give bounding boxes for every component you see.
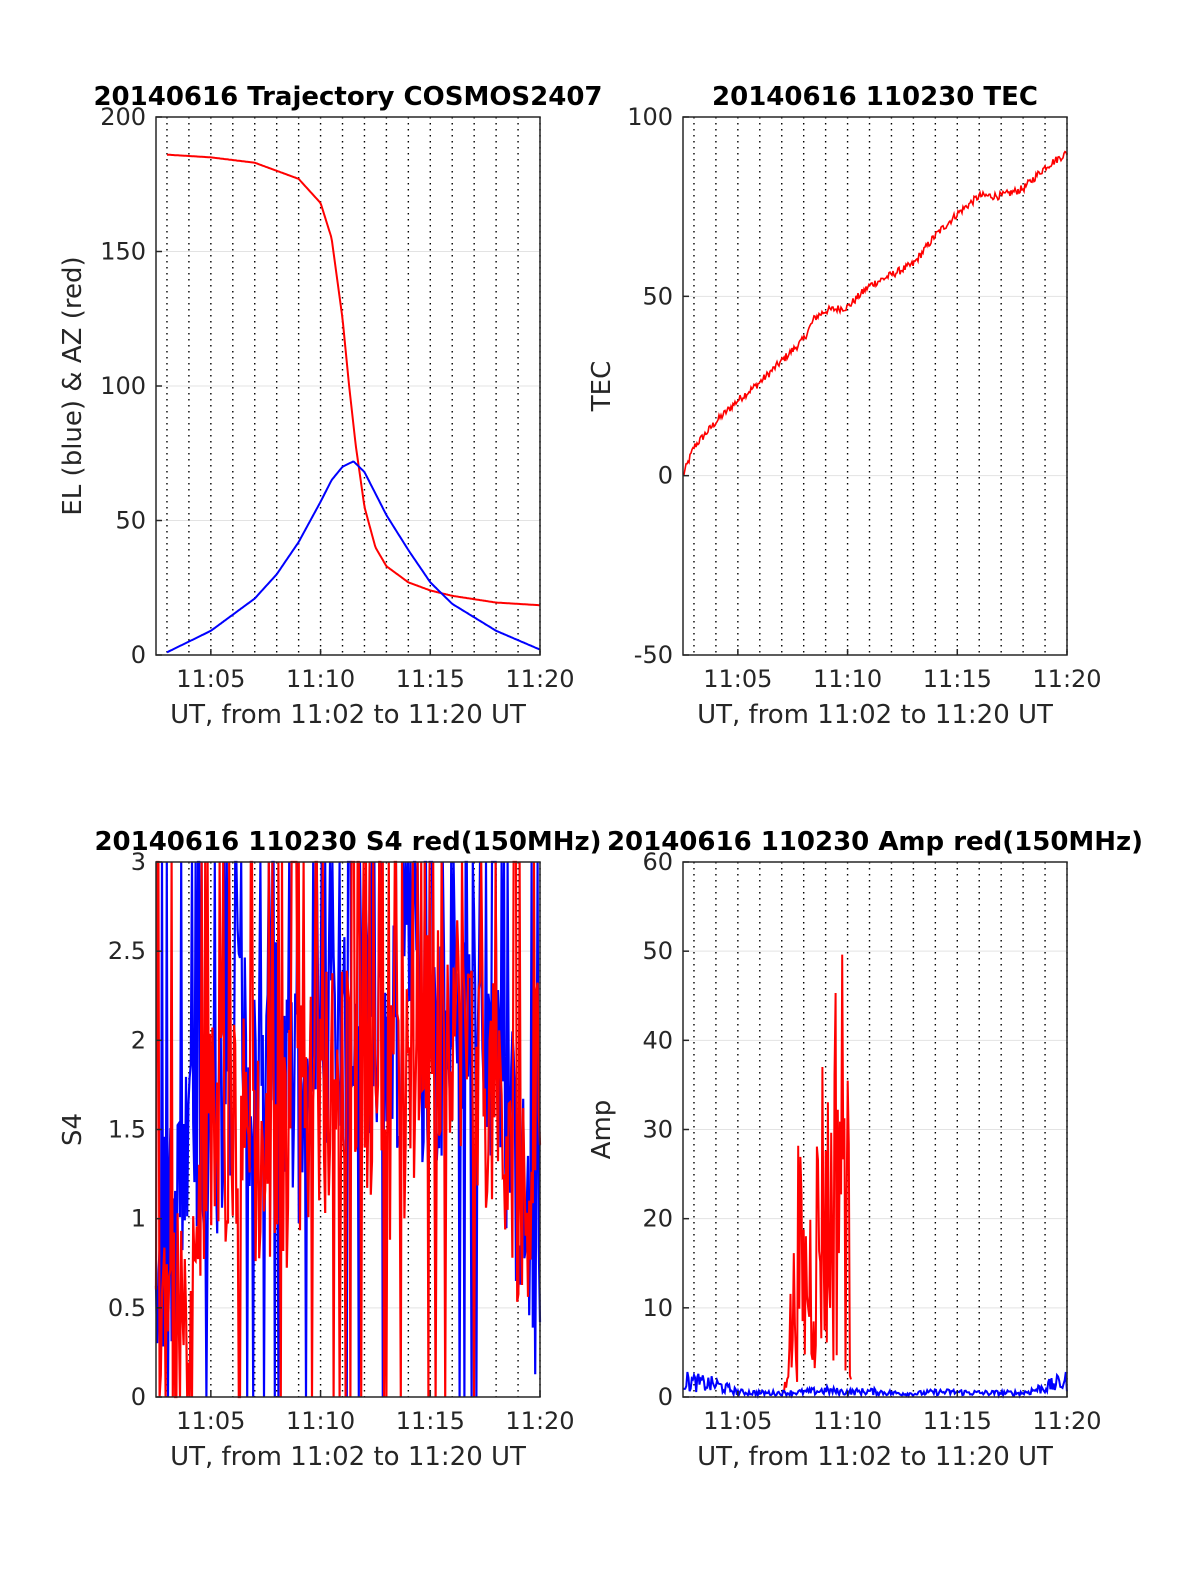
series-line — [167, 153, 540, 607]
y-tick-label: 20 — [642, 1205, 673, 1233]
y-tick-label: 2 — [131, 1026, 146, 1054]
y-tick-label: 0 — [131, 1383, 146, 1411]
x-tick-label: 11:10 — [286, 1407, 355, 1435]
x-tick-label: 11:15 — [923, 665, 992, 693]
y-tick-label: 50 — [642, 937, 673, 965]
y-tick-label: 150 — [100, 238, 146, 266]
y-tick-label: -50 — [634, 641, 673, 669]
plot-area — [683, 117, 1067, 655]
y-axis-label: S4 — [58, 1113, 88, 1146]
series-line — [154, 860, 542, 1399]
y-axis-label: Amp — [587, 1100, 617, 1160]
y-tick-label: 0 — [131, 641, 146, 669]
y-tick-label: 30 — [642, 1116, 673, 1144]
chart-title: 20140616 Trajectory COSMOS2407 — [93, 82, 602, 112]
chart-4: 11:05 11:10 11:15 11:20 0 10 20 30 40 50 602014061… — [587, 827, 1143, 1472]
y-tick-label: 10 — [642, 1294, 673, 1322]
x-tick-label: 11:15 — [396, 1407, 465, 1435]
y-tick-label: 2.5 — [108, 937, 146, 965]
chart-2: 11:05 11:10 11:15 11:20 -50 0 50 100 20140616 11… — [587, 82, 1102, 730]
x-tick-label: 11:05 — [176, 1407, 245, 1435]
chart-title: 20140616 110230 TEC — [712, 82, 1038, 112]
axes-box — [682, 116, 1068, 656]
x-tick-label: 11:15 — [923, 1407, 992, 1435]
y-axis-label: TEC — [587, 361, 617, 412]
series-line — [682, 1371, 1068, 1400]
x-axis-label: UT, from 11:02 to 11:20 UT — [170, 700, 526, 730]
x-axis-label: UT, from 11:02 to 11:20 UT — [697, 1442, 1053, 1472]
y-axis-label: EL (blue) & AZ (red) — [58, 256, 88, 515]
x-tick-label: 11:20 — [505, 665, 574, 693]
x-tick-label: 11:15 — [396, 665, 465, 693]
x-tick-label: 11:05 — [703, 665, 772, 693]
x-tick-label: 11:05 — [176, 665, 245, 693]
x-tick-label: 11:10 — [286, 665, 355, 693]
x-axis-label: UT, from 11:02 to 11:20 UT — [170, 1442, 526, 1472]
y-tick-label: 200 — [100, 103, 146, 131]
y-tick-label: 0.5 — [108, 1294, 146, 1322]
y-tick-label: 60 — [642, 848, 673, 876]
y-tick-label: 100 — [100, 372, 146, 400]
chart-title: 20140616 110230 Amp red(150MHz) — [607, 827, 1143, 857]
y-tick-label: 50 — [642, 282, 673, 310]
series-line — [166, 460, 541, 654]
series-line — [682, 150, 1068, 476]
chart-title: 20140616 110230 S4 red(150MHz) — [94, 827, 601, 857]
x-tick-label: 11:20 — [1032, 665, 1101, 693]
chart-3: 11:05 11:10 11:15 11:20 0 0.5 1 1.5 2 2.5 32014061… — [58, 827, 602, 1472]
x-axis-label: UT, from 11:02 to 11:20 UT — [697, 700, 1053, 730]
x-tick-label: 11:10 — [813, 665, 882, 693]
y-tick-label: 0 — [658, 462, 673, 490]
y-tick-label: 1.5 — [108, 1116, 146, 1144]
y-tick-label: 40 — [642, 1026, 673, 1054]
x-tick-label: 11:20 — [505, 1407, 574, 1435]
y-tick-label: 50 — [115, 507, 146, 535]
y-tick-label: 0 — [658, 1383, 673, 1411]
x-tick-label: 11:10 — [813, 1407, 882, 1435]
y-tick-label: 100 — [627, 103, 673, 131]
x-tick-label: 11:05 — [703, 1407, 772, 1435]
series-line — [782, 954, 852, 1394]
chart-1: 11:05 11:10 11:15 11:20 0 50 100 150 20020140616… — [58, 82, 603, 730]
y-tick-label: 1 — [131, 1205, 146, 1233]
y-tick-label: 3 — [131, 848, 146, 876]
x-tick-label: 11:20 — [1032, 1407, 1101, 1435]
